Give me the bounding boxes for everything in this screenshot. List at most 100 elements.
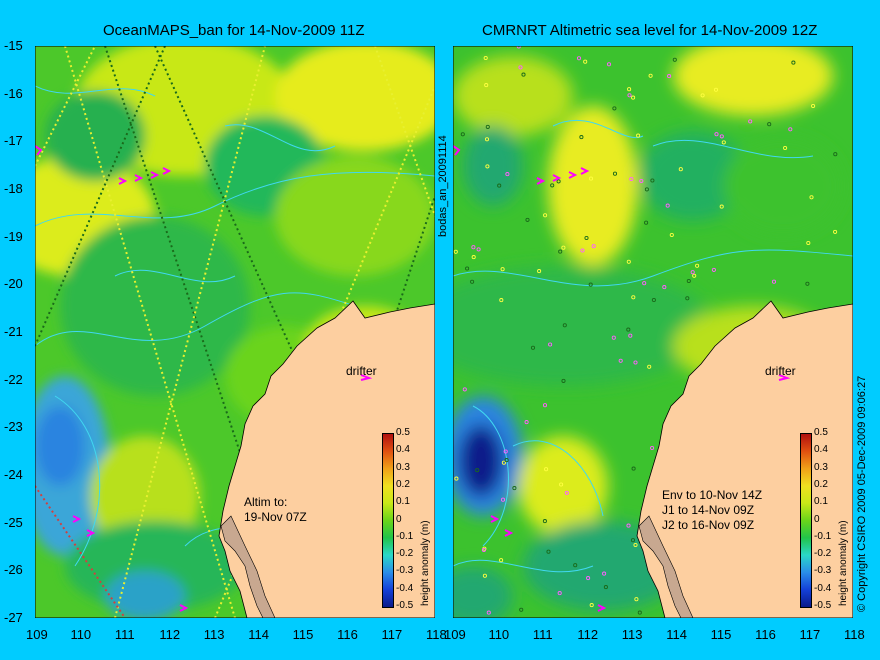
left-map — [35, 46, 435, 618]
left-colorbar — [382, 433, 394, 608]
observation-marker — [465, 266, 470, 271]
observation-marker — [518, 65, 523, 70]
observation-marker — [503, 449, 508, 454]
observation-marker — [719, 204, 724, 209]
colorbar-tick-label: 0.4 — [814, 444, 828, 456]
lat-tick-label: -19 — [4, 228, 23, 244]
observation-marker — [548, 342, 553, 347]
observation-marker — [631, 295, 636, 300]
note-line: Env to 10-Nov 14Z — [662, 488, 763, 502]
observation-marker — [525, 217, 530, 222]
observation-marker — [833, 152, 838, 157]
observation-marker — [629, 176, 634, 182]
observation-marker — [589, 603, 594, 608]
contour-lines — [35, 85, 435, 567]
lon-tick-label: 109 — [26, 627, 48, 642]
observation-marker — [471, 255, 476, 260]
observation-marker — [633, 542, 638, 548]
observation-marker — [504, 458, 509, 463]
observation-marker — [559, 482, 564, 487]
colorbar-tick-label: -0.3 — [814, 565, 832, 577]
observation-marker — [470, 279, 475, 284]
lon-tick-label: 114 — [248, 627, 269, 642]
observation-marker — [544, 467, 549, 472]
left-map-title: OceanMAPS_ban for 14-Nov-2009 11Z — [103, 22, 365, 39]
contour-lines — [453, 119, 853, 573]
observation-marker — [788, 127, 793, 132]
observation-marker — [612, 171, 618, 176]
observation-marker — [648, 73, 653, 78]
observation-marker — [626, 327, 631, 332]
observation-marker — [499, 558, 504, 563]
lon-tick-label: 117 — [799, 627, 821, 642]
observation-marker — [618, 358, 623, 363]
observation-marker — [711, 267, 716, 272]
observation-marker — [483, 55, 488, 61]
observation-marker — [542, 403, 548, 408]
observation-marker — [639, 178, 644, 184]
lat-tick-label: -22 — [4, 371, 23, 387]
observation-marker — [678, 167, 683, 172]
right-colorbar-label: height anomaly (m) — [838, 520, 849, 606]
colorbar-tick-label: 0.5 — [396, 427, 410, 438]
observation-marker — [537, 269, 542, 274]
note-line: Altim to: — [244, 495, 288, 509]
observation-marker — [667, 74, 672, 79]
observation-marker — [627, 93, 632, 98]
lat-tick-label: -18 — [4, 181, 23, 196]
colorbar-tick-label: 0.5 — [814, 427, 828, 438]
observation-marker — [637, 610, 642, 615]
observation-marker — [546, 549, 551, 554]
observation-marker — [685, 296, 690, 301]
observation-marker — [524, 420, 529, 425]
observation-marker — [475, 468, 480, 473]
observation-marker — [501, 460, 506, 465]
land-australia — [636, 300, 853, 618]
observation-marker — [561, 378, 566, 383]
lat-tick-label: -27 — [4, 610, 23, 625]
left-drifter-label: drifter — [346, 364, 377, 378]
lon-tick-label: 115 — [710, 627, 732, 642]
observation-marker — [481, 547, 486, 553]
lat-tick-label: -20 — [4, 276, 23, 292]
colorbar-tick-label: -0.5 — [396, 600, 414, 611]
observation-marker — [809, 195, 814, 200]
observation-marker — [564, 490, 569, 495]
observation-marker — [631, 466, 636, 471]
observation-marker — [586, 576, 591, 581]
observation-marker — [644, 187, 649, 192]
lon-tick-label: 118 — [844, 627, 865, 642]
colorbar-tick-label: 0.2 — [814, 478, 828, 490]
observation-marker — [630, 538, 636, 543]
observation-marker — [519, 607, 524, 612]
observation-marker — [542, 519, 547, 524]
observation-marker — [482, 573, 487, 578]
colorbar-tick-label: 0 — [814, 513, 820, 525]
observation-marker — [627, 87, 632, 92]
observation-marker — [454, 476, 459, 481]
lon-tick-label: 110 — [488, 627, 510, 642]
observation-marker — [700, 93, 705, 98]
lon-tick-label: 111 — [114, 627, 135, 642]
colorbar-tick-label: -0.1 — [814, 530, 832, 542]
lon-tick-label: 116 — [337, 627, 358, 642]
lon-tick-label: 118 — [426, 627, 447, 642]
observation-marker — [591, 244, 596, 249]
note-line: J1 to 14-Nov 09Z — [662, 503, 755, 517]
observation-marker — [606, 62, 612, 67]
lon-tick-label: 113 — [203, 627, 225, 642]
observation-marker — [650, 445, 655, 451]
observation-marker — [521, 72, 526, 77]
observation-marker — [748, 119, 753, 124]
observation-marker — [584, 235, 589, 241]
shark-bay — [220, 515, 276, 618]
colorbar-tick-label: -0.2 — [396, 548, 414, 560]
height-anomaly-field — [453, 46, 843, 618]
observation-marker — [631, 95, 636, 100]
analysis-label: bodas_an_20091114 — [437, 135, 449, 237]
observation-marker — [486, 610, 491, 615]
observation-marker — [672, 57, 677, 62]
colorbar-tick-label: -0.4 — [814, 582, 832, 594]
observation-marker — [647, 364, 652, 369]
lat-tick-label: -24 — [4, 467, 23, 482]
